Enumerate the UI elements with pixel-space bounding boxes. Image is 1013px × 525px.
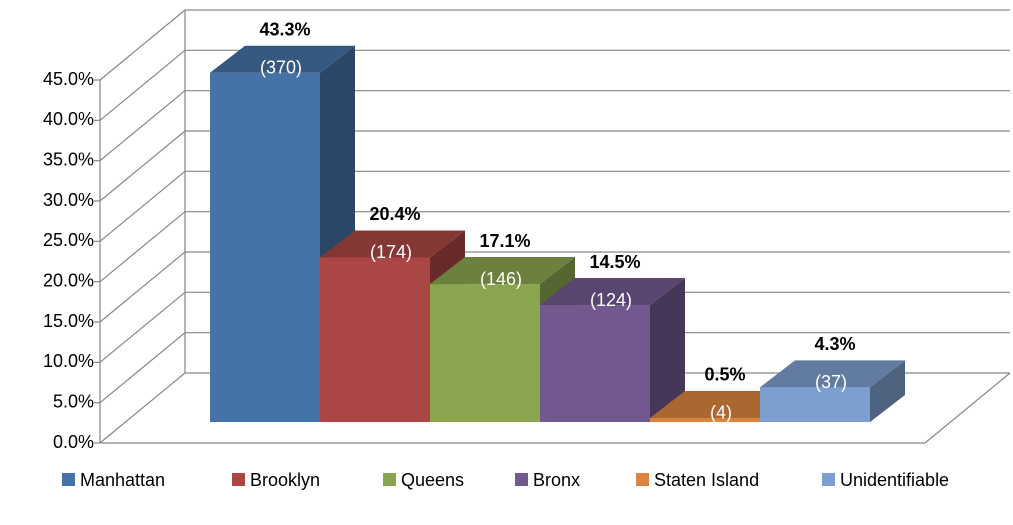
y-tick-label: 25.0% — [43, 230, 94, 250]
y-tick-label: 35.0% — [43, 149, 94, 169]
legend-label: Unidentifiable — [840, 470, 949, 490]
count-label: (174) — [370, 242, 412, 262]
y-tick-label: 0.0% — [53, 432, 94, 452]
bar-side — [650, 278, 685, 422]
y-tick-label: 15.0% — [43, 311, 94, 331]
count-label: (370) — [260, 57, 302, 77]
bar-top — [760, 360, 905, 388]
grid-line — [99, 211, 1010, 283]
legend-label: Bronx — [533, 470, 580, 490]
grid-line — [99, 90, 1010, 162]
count-label: (4) — [710, 403, 732, 423]
count-label: (124) — [590, 290, 632, 310]
bar-side — [870, 360, 905, 422]
value-label: 14.5% — [589, 252, 640, 272]
legend-swatch — [636, 473, 649, 486]
value-label: 0.5% — [704, 365, 745, 385]
bar — [650, 417, 760, 422]
value-label: 17.1% — [479, 231, 530, 251]
bar — [760, 387, 870, 422]
grid-line — [99, 49, 1010, 121]
grid-line — [99, 251, 1010, 323]
grid-line — [99, 291, 1010, 363]
grid-line — [99, 9, 1010, 81]
bar — [210, 72, 320, 423]
value-label: 43.3% — [259, 19, 310, 39]
legend-label: Brooklyn — [250, 470, 320, 490]
y-tick-label: 45.0% — [43, 69, 94, 89]
legend-swatch — [515, 473, 528, 486]
bar-top — [210, 45, 355, 73]
legend-swatch — [383, 473, 396, 486]
bar-top — [540, 278, 685, 306]
legend-swatch — [232, 473, 245, 486]
bar-top — [430, 257, 575, 285]
value-label: 20.4% — [369, 204, 420, 224]
grid-line — [99, 130, 1010, 202]
y-tick-label: 20.0% — [43, 270, 94, 290]
floor-right — [924, 372, 1011, 444]
legend-label: Staten Island — [654, 470, 759, 490]
bar — [430, 284, 540, 422]
y-tick-label: 5.0% — [53, 391, 94, 411]
bar — [540, 305, 650, 422]
count-label: (37) — [815, 372, 847, 392]
bar — [320, 257, 430, 422]
grid-line — [99, 372, 1010, 444]
y-tick-label: 40.0% — [43, 109, 94, 129]
grid-line — [99, 170, 1010, 242]
y-tick-label: 30.0% — [43, 190, 94, 210]
bar-top — [320, 230, 465, 258]
value-label: 4.3% — [814, 334, 855, 354]
legend-label: Manhattan — [80, 470, 165, 490]
legend-label: Queens — [401, 470, 464, 490]
bar-top — [650, 390, 795, 418]
count-label: (146) — [480, 269, 522, 289]
y-tick-label: 10.0% — [43, 351, 94, 371]
legend-swatch — [822, 473, 835, 486]
grid-line — [99, 332, 1010, 404]
legend-swatch — [62, 473, 75, 486]
